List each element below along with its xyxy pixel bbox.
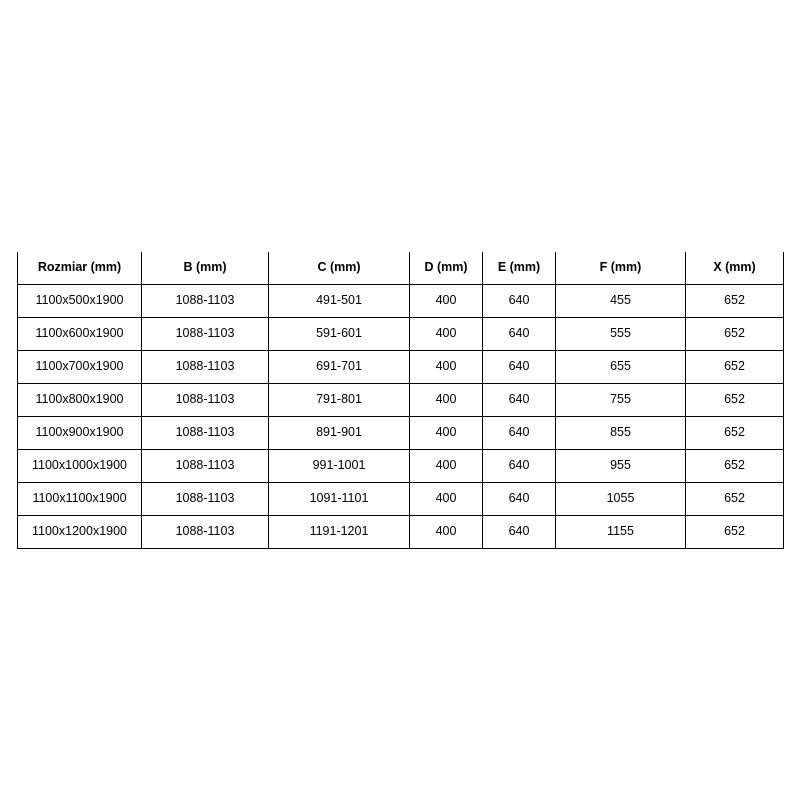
cell-d: 400 xyxy=(409,449,483,483)
column-header-c: C (mm) xyxy=(268,252,410,285)
cell-e: 640 xyxy=(482,383,556,417)
cell-d: 400 xyxy=(409,350,483,384)
cell-size: 1100x900x1900 xyxy=(17,416,142,450)
cell-d: 400 xyxy=(409,284,483,318)
cell-x: 652 xyxy=(685,317,784,351)
cell-d: 400 xyxy=(409,515,483,549)
cell-b: 1088-1103 xyxy=(141,383,269,417)
cell-c: 491-501 xyxy=(268,284,410,318)
cell-b: 1088-1103 xyxy=(141,284,269,318)
table-row: 1100x900x1900 1088-1103 891-901 400 640 855 65… xyxy=(17,416,784,450)
table-row: 1100x1200x1900 1088-1103 1191-1201 400 640 11… xyxy=(17,515,784,549)
cell-f: 955 xyxy=(555,449,686,483)
cell-b: 1088-1103 xyxy=(141,449,269,483)
cell-size: 1100x700x1900 xyxy=(17,350,142,384)
cell-c: 1191-1201 xyxy=(268,515,410,549)
table-row: 1100x600x1900 1088-1103 591-601 400 640 555 65… xyxy=(17,317,784,351)
cell-e: 640 xyxy=(482,482,556,516)
cell-f: 555 xyxy=(555,317,686,351)
table-row: 1100x500x1900 1088-1103 491-501 400 640 455 65… xyxy=(17,284,784,318)
cell-size: 1100x500x1900 xyxy=(17,284,142,318)
cell-f: 855 xyxy=(555,416,686,450)
cell-x: 652 xyxy=(685,515,784,549)
cell-e: 640 xyxy=(482,515,556,549)
cell-b: 1088-1103 xyxy=(141,350,269,384)
cell-f: 655 xyxy=(555,350,686,384)
cell-d: 400 xyxy=(409,482,483,516)
table-row: 1100x1000x1900 1088-1103 991-1001 400 640 955… xyxy=(17,449,784,483)
cell-size: 1100x600x1900 xyxy=(17,317,142,351)
cell-c: 1091-1101 xyxy=(268,482,410,516)
cell-c: 891-901 xyxy=(268,416,410,450)
cell-b: 1088-1103 xyxy=(141,515,269,549)
cell-c: 791-801 xyxy=(268,383,410,417)
cell-b: 1088-1103 xyxy=(141,416,269,450)
cell-c: 991-1001 xyxy=(268,449,410,483)
dimensions-table-container: Rozmiar (mm) B (mm) C (mm) D (mm) E (mm) F (m… xyxy=(17,252,784,549)
cell-e: 640 xyxy=(482,317,556,351)
cell-b: 1088-1103 xyxy=(141,317,269,351)
table-row: 1100x700x1900 1088-1103 691-701 400 640 655 65… xyxy=(17,350,784,384)
table-header: Rozmiar (mm) B (mm) C (mm) D (mm) E (mm) F (m… xyxy=(17,252,784,285)
cell-size: 1100x1000x1900 xyxy=(17,449,142,483)
cell-e: 640 xyxy=(482,449,556,483)
cell-x: 652 xyxy=(685,482,784,516)
cell-d: 400 xyxy=(409,416,483,450)
cell-f: 755 xyxy=(555,383,686,417)
cell-size: 1100x1100x1900 xyxy=(17,482,142,516)
column-header-d: D (mm) xyxy=(409,252,483,285)
table-header-row: Rozmiar (mm) B (mm) C (mm) D (mm) E (mm) F (m… xyxy=(17,252,784,285)
dimensions-table: Rozmiar (mm) B (mm) C (mm) D (mm) E (mm) F (m… xyxy=(17,252,784,549)
cell-x: 652 xyxy=(685,284,784,318)
cell-x: 652 xyxy=(685,383,784,417)
cell-x: 652 xyxy=(685,416,784,450)
cell-b: 1088-1103 xyxy=(141,482,269,516)
column-header-size: Rozmiar (mm) xyxy=(17,252,142,285)
cell-f: 1055 xyxy=(555,482,686,516)
table-row: 1100x1100x1900 1088-1103 1091-1101 400 640 10… xyxy=(17,482,784,516)
cell-d: 400 xyxy=(409,383,483,417)
table-body: 1100x500x1900 1088-1103 491-501 400 640 455 65… xyxy=(17,284,784,549)
cell-d: 400 xyxy=(409,317,483,351)
column-header-e: E (mm) xyxy=(482,252,556,285)
column-header-f: F (mm) xyxy=(555,252,686,285)
cell-size: 1100x800x1900 xyxy=(17,383,142,417)
cell-e: 640 xyxy=(482,350,556,384)
column-header-x: X (mm) xyxy=(685,252,784,285)
cell-e: 640 xyxy=(482,416,556,450)
cell-size: 1100x1200x1900 xyxy=(17,515,142,549)
cell-e: 640 xyxy=(482,284,556,318)
cell-c: 591-601 xyxy=(268,317,410,351)
cell-x: 652 xyxy=(685,449,784,483)
cell-f: 1155 xyxy=(555,515,686,549)
cell-x: 652 xyxy=(685,350,784,384)
cell-f: 455 xyxy=(555,284,686,318)
cell-c: 691-701 xyxy=(268,350,410,384)
column-header-b: B (mm) xyxy=(141,252,269,285)
table-row: 1100x800x1900 1088-1103 791-801 400 640 755 65… xyxy=(17,383,784,417)
